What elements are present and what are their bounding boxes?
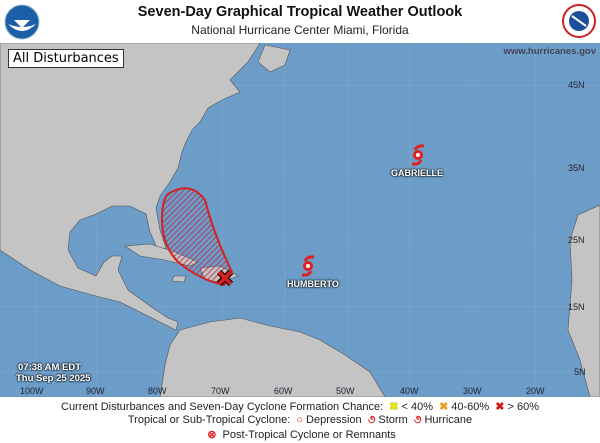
view-label: All Disturbances bbox=[8, 49, 124, 68]
lat-label: 25N bbox=[568, 235, 585, 245]
legend-high: > 60% bbox=[507, 401, 539, 413]
map bbox=[0, 43, 600, 397]
lon-label: 70W bbox=[211, 386, 230, 396]
legend-post-tropical: ⊗ Post-Tropical Cyclone or Remnants bbox=[0, 428, 600, 441]
lat-label: 45N bbox=[568, 80, 585, 90]
nws-logo bbox=[562, 4, 596, 38]
legend-low: < 40% bbox=[401, 401, 434, 413]
lon-label: 80W bbox=[148, 386, 167, 396]
legend-depression: Depression bbox=[306, 414, 362, 426]
noaa-logo bbox=[4, 4, 40, 40]
post-tropical-icon: ⊗ bbox=[207, 429, 217, 441]
lon-label: 30W bbox=[463, 386, 482, 396]
legend-storm: Storm bbox=[378, 414, 408, 426]
timestamp-date: Thu Sep 25 2025 bbox=[16, 373, 91, 384]
legend-formation-chance: Current Disturbances and Seven-Day Cyclo… bbox=[0, 400, 600, 413]
legend-cyclone-types: Tropical or Sub-Tropical Cyclone: ○ Depre… bbox=[0, 414, 600, 427]
storm-label-humberto: HUMBERTO bbox=[287, 279, 339, 289]
legend-mid: 40-60% bbox=[451, 401, 490, 413]
hurricane-icon: ૭ bbox=[413, 414, 422, 426]
legend-label: Current Disturbances and Seven-Day Cyclo… bbox=[61, 401, 384, 413]
legend-label: Post-Tropical Cyclone or Remnants bbox=[222, 429, 396, 441]
lon-label: 50W bbox=[336, 386, 355, 396]
lon-label: 100W bbox=[20, 386, 44, 396]
legend-label: Tropical or Sub-Tropical Cyclone: bbox=[127, 414, 291, 426]
website-url: www.hurricanes.gov bbox=[503, 46, 596, 57]
page-title: Seven-Day Graphical Tropical Weather Out… bbox=[137, 4, 463, 20]
page-subtitle: National Hurricane Center Miami, Florida bbox=[191, 23, 409, 37]
disturbance-area bbox=[160, 187, 234, 287]
storm-icon: ૭ bbox=[367, 414, 376, 426]
lon-label: 40W bbox=[400, 386, 419, 396]
x-yellow-icon: ✖ bbox=[389, 401, 399, 413]
hurricane-icon-humberto bbox=[301, 255, 315, 277]
land bbox=[0, 43, 600, 397]
storm-label-gabrielle: GABRIELLE bbox=[391, 168, 444, 178]
lon-label: 90W bbox=[86, 386, 105, 396]
lat-label: 35N bbox=[568, 163, 585, 173]
lon-label: 20W bbox=[526, 386, 545, 396]
x-orange-icon: ✖ bbox=[439, 401, 449, 413]
disturbance-x-marker bbox=[216, 269, 234, 287]
hurricane-icon-gabrielle bbox=[411, 144, 425, 166]
depression-icon: ○ bbox=[296, 414, 304, 426]
lon-label: 60W bbox=[274, 386, 293, 396]
legend-hurricane: Hurricane bbox=[424, 414, 473, 426]
x-red-icon: ✖ bbox=[495, 401, 505, 413]
header: Seven-Day Graphical Tropical Weather Out… bbox=[0, 0, 600, 43]
timestamp-time: 07:38 AM EDT bbox=[18, 362, 81, 373]
lat-label: 5N bbox=[574, 367, 586, 377]
lat-label: 15N bbox=[568, 302, 585, 312]
